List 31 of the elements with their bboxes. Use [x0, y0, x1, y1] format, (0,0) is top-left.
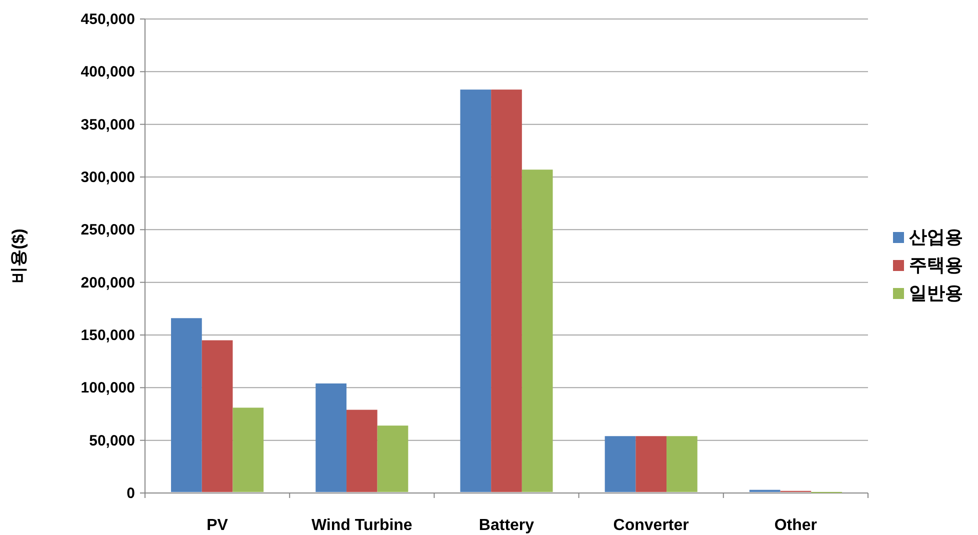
bar [636, 436, 667, 492]
bar [491, 90, 522, 492]
x-tick-label: Other [774, 517, 818, 534]
bar [171, 318, 202, 492]
x-tick-label: Battery [478, 517, 534, 534]
bar [522, 170, 553, 492]
x-tick-label: Wind Turbine [311, 517, 412, 534]
y-axis-title: 비용($) [9, 228, 28, 284]
y-tick-label: 150,000 [80, 327, 135, 344]
y-tick-label: 50,000 [89, 432, 135, 450]
y-tick-label: 400,000 [80, 64, 135, 81]
y-tick-label: 300,000 [80, 169, 135, 186]
bar [666, 436, 698, 492]
y-tick-label: 250,000 [80, 222, 135, 239]
bar [460, 90, 492, 492]
bar [232, 408, 264, 492]
legend-label: 일반용 [909, 283, 963, 303]
y-tick-label: 450,000 [80, 11, 135, 28]
y-tick-label: 100,000 [80, 380, 135, 397]
bar [202, 340, 233, 492]
legend-label: 산업용 [909, 227, 963, 247]
x-tick-label: Converter [613, 517, 689, 534]
y-tick-label: 200,000 [80, 274, 135, 292]
y-tick-label: 350,000 [80, 116, 135, 134]
y-tick-label: 0 [126, 485, 135, 502]
bar [604, 436, 636, 492]
x-tick-label: PV [206, 517, 228, 534]
bar [377, 426, 408, 492]
bar [346, 410, 378, 492]
legend-label: 주택용 [909, 255, 963, 275]
bar [316, 383, 346, 492]
